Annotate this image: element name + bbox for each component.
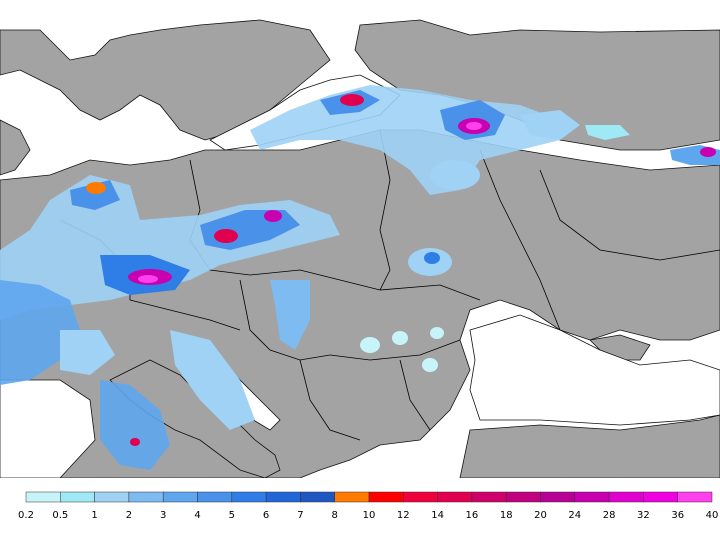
precipitation-map <box>0 19 720 479</box>
precip-belarus <box>430 160 480 190</box>
land-finland-russia <box>354 19 720 151</box>
colorbar-swatch <box>574 491 610 503</box>
colorbar-swatch <box>403 491 438 503</box>
map-canvas <box>0 19 720 479</box>
precip-peak-g-core <box>138 275 158 283</box>
colorbar-swatch <box>60 491 95 503</box>
colorbar-tick-label: 8 <box>332 510 338 521</box>
precip-peak-h <box>130 438 140 446</box>
colorbar-swatch <box>300 491 335 503</box>
precip-romania-a <box>360 337 380 353</box>
colorbar-swatch <box>505 491 541 503</box>
colorbar-tick-label: 2 <box>126 510 132 521</box>
precip-layer <box>0 85 720 470</box>
colorbar-swatch <box>265 491 301 503</box>
land-britain <box>0 119 31 176</box>
precip-peak-b-core <box>466 122 482 130</box>
colorbar-tick-label: 16 <box>466 510 479 521</box>
colorbar-tick-label: 6 <box>263 510 269 521</box>
colorbar-swatch <box>128 491 164 503</box>
black-sea <box>469 314 720 426</box>
precip-romania-b <box>392 331 408 345</box>
colorbar-legend: 0.2 0.5 1 2 3 4 5 6 7 8 10 12 14 16 18 20 24 28 32 36 40 <box>0 478 720 540</box>
colorbar-swatch <box>162 491 198 503</box>
colorbar-swatch <box>197 491 233 503</box>
precip-italy <box>100 380 170 470</box>
colorbar-swatch <box>334 491 370 503</box>
colorbar-swatch <box>608 491 644 503</box>
colorbar-swatch <box>437 491 473 503</box>
precip-peak-d <box>86 182 106 194</box>
colorbar-tick-label: 0.5 <box>52 510 68 521</box>
colorbar-swatch <box>94 491 130 503</box>
colorbar-tick-label: 36 <box>671 510 684 521</box>
precip-romania-c <box>430 327 444 339</box>
colorbar-swatch <box>368 491 404 503</box>
precip-germany-core <box>70 180 120 210</box>
colorbar-swatch <box>643 491 678 503</box>
colorbar-tick-label: 32 <box>637 510 650 521</box>
colorbar-tick-label: 10 <box>363 510 376 521</box>
precip-peak-a <box>340 94 364 106</box>
colorbar-tick-label: 18 <box>500 510 513 521</box>
precip-peak-f <box>264 210 282 222</box>
colorbar-tick-label: 28 <box>603 510 616 521</box>
colorbar-swatch <box>471 491 507 503</box>
colorbar-tick-label: 1 <box>91 510 97 521</box>
colorbar-tick-label: 3 <box>160 510 166 521</box>
colorbar-tick-label: 24 <box>568 510 581 521</box>
mediterranean-sea <box>0 379 96 479</box>
colorbar-swatch <box>231 491 267 503</box>
colorbar-tick-label: 5 <box>229 510 235 521</box>
colorbar-tick-label: 14 <box>431 510 444 521</box>
precip-east-2 <box>585 125 630 140</box>
precip-russia-east <box>520 110 580 140</box>
precip-peak-e <box>214 229 238 243</box>
colorbar: 0.2 0.5 1 2 3 4 5 6 7 8 10 12 14 16 18 20 24 28 32 36 40 <box>18 491 719 521</box>
colorbar-tick-label: 20 <box>534 510 547 521</box>
precip-hungary <box>270 280 310 350</box>
precip-ukraine-core <box>424 252 440 264</box>
colorbar-swatch <box>540 491 576 503</box>
country-borders <box>59 129 720 441</box>
precip-peak-c <box>700 147 716 157</box>
colorbar-tick-label: 4 <box>194 510 200 521</box>
precip-italy-west <box>60 330 115 375</box>
colorbar-swatch <box>25 491 61 503</box>
colorbar-tick-label: 12 <box>397 510 410 521</box>
colorbar-swatch <box>677 491 713 503</box>
precip-balkans <box>170 330 255 430</box>
colorbar-tick-label: 7 <box>297 510 303 521</box>
colorbar-tick-label: 40 <box>706 510 719 521</box>
precip-romania-d <box>422 358 438 372</box>
colorbar-tick-label: 0.2 <box>18 510 34 521</box>
